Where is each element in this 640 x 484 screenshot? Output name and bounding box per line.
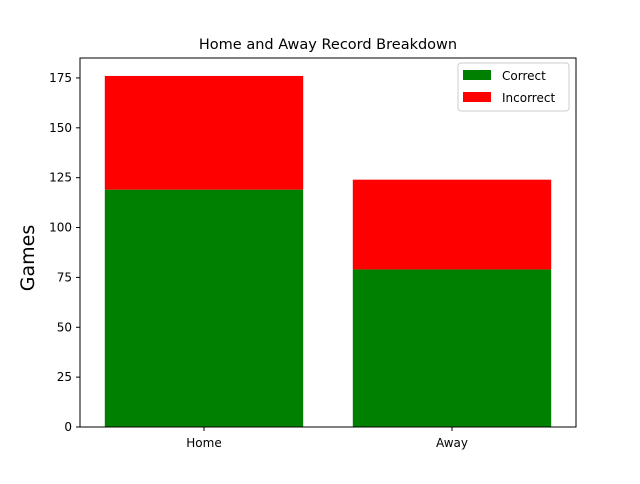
y-tick-label: 50 (57, 320, 72, 334)
bar-incorrect-home (104, 75, 304, 190)
chart-title: Home and Away Record Breakdown (199, 37, 457, 53)
bar-incorrect-away (352, 179, 552, 270)
legend: Correct Incorrect (457, 62, 570, 112)
y-tick-label: 75 (57, 270, 72, 284)
legend-label-incorrect: Incorrect (502, 91, 555, 105)
y-tick-label: 25 (57, 370, 72, 384)
bars-group (104, 75, 552, 427)
x-tick-label: Home (186, 436, 221, 450)
y-tick-label: 175 (49, 71, 72, 85)
bar-correct-away (352, 269, 552, 427)
y-ticks-group: 0 25 50 75 100 125 150 175 (49, 71, 80, 434)
y-tick-label: 0 (64, 420, 72, 434)
y-tick-label: 125 (49, 171, 72, 185)
y-axis-label: Games (17, 225, 39, 291)
legend-swatch-correct (463, 70, 491, 80)
x-ticks-group: Home Away (186, 427, 468, 450)
legend-label-correct: Correct (502, 69, 546, 83)
x-tick-label: Away (436, 436, 468, 450)
y-tick-label: 150 (49, 121, 72, 135)
legend-swatch-incorrect (463, 92, 491, 102)
bar-correct-home (104, 189, 304, 427)
y-tick-label: 100 (49, 221, 72, 235)
plot-frame (79, 57, 577, 428)
